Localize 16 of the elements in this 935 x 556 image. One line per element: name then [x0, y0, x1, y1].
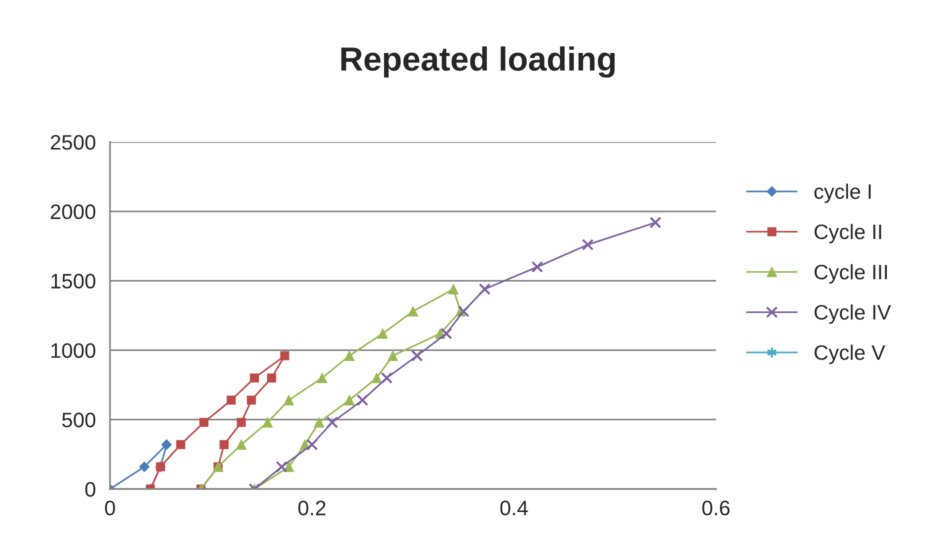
y-tick-label: 2500: [50, 135, 96, 150]
legend-label: Cycle IV: [814, 304, 892, 324]
y-tick-label: 2000: [50, 204, 96, 220]
legend-label: Cycle V: [814, 344, 886, 364]
chart-title: Repeated loading: [341, 46, 615, 78]
x-tick-label: 0: [105, 500, 115, 516]
x-tick-label: 0.6: [702, 500, 730, 516]
x-tick-label: 0.2: [298, 500, 326, 516]
y-tick-label: 500: [62, 412, 96, 428]
legend-label: Cycle III: [814, 264, 887, 284]
y-tick-label: 0: [85, 482, 96, 497]
legend-label: cycle I: [814, 184, 871, 204]
y-tick-label: 1500: [51, 274, 96, 289]
legend-label: Cycle II: [814, 224, 882, 244]
y-tick-label: 1000: [51, 343, 96, 358]
x-tick-label: 0.4: [500, 500, 528, 516]
